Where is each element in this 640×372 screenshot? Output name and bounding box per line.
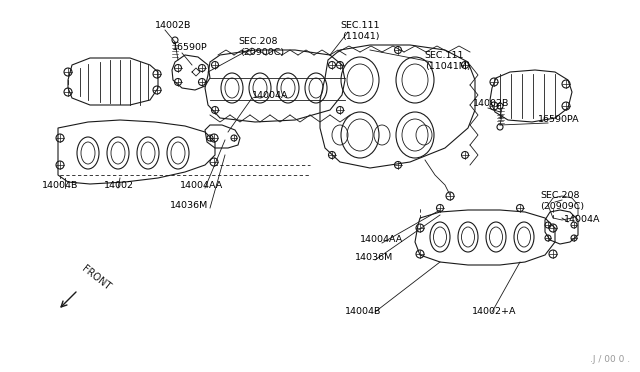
Text: SEC.111: SEC.111 bbox=[340, 22, 380, 31]
Text: 16590P: 16590P bbox=[172, 44, 208, 52]
Text: 14036M: 14036M bbox=[355, 253, 393, 263]
Text: .J / 00 0 .: .J / 00 0 . bbox=[590, 356, 630, 365]
Text: 14002+A: 14002+A bbox=[472, 308, 516, 317]
Text: 14004A: 14004A bbox=[564, 215, 600, 224]
Text: FRONT: FRONT bbox=[80, 264, 113, 292]
Text: 14004AA: 14004AA bbox=[180, 182, 223, 190]
Text: (11041): (11041) bbox=[342, 32, 380, 41]
Text: 14002: 14002 bbox=[104, 182, 134, 190]
Text: (11041M): (11041M) bbox=[425, 61, 470, 71]
Text: SEC.208: SEC.208 bbox=[540, 192, 579, 201]
Text: 14004B: 14004B bbox=[42, 182, 78, 190]
Text: (20900C): (20900C) bbox=[240, 48, 284, 57]
Text: 14002B: 14002B bbox=[473, 99, 509, 109]
Text: 14036M: 14036M bbox=[170, 202, 208, 211]
Text: SEC.208: SEC.208 bbox=[238, 38, 278, 46]
Text: 16590PA: 16590PA bbox=[538, 115, 580, 125]
Text: (20909C): (20909C) bbox=[540, 202, 584, 211]
Text: 14004A: 14004A bbox=[252, 92, 289, 100]
Text: 14002B: 14002B bbox=[155, 22, 191, 31]
Text: 14004B: 14004B bbox=[345, 308, 381, 317]
Text: SEC.111: SEC.111 bbox=[424, 51, 463, 61]
Text: 14004AA: 14004AA bbox=[360, 235, 403, 244]
